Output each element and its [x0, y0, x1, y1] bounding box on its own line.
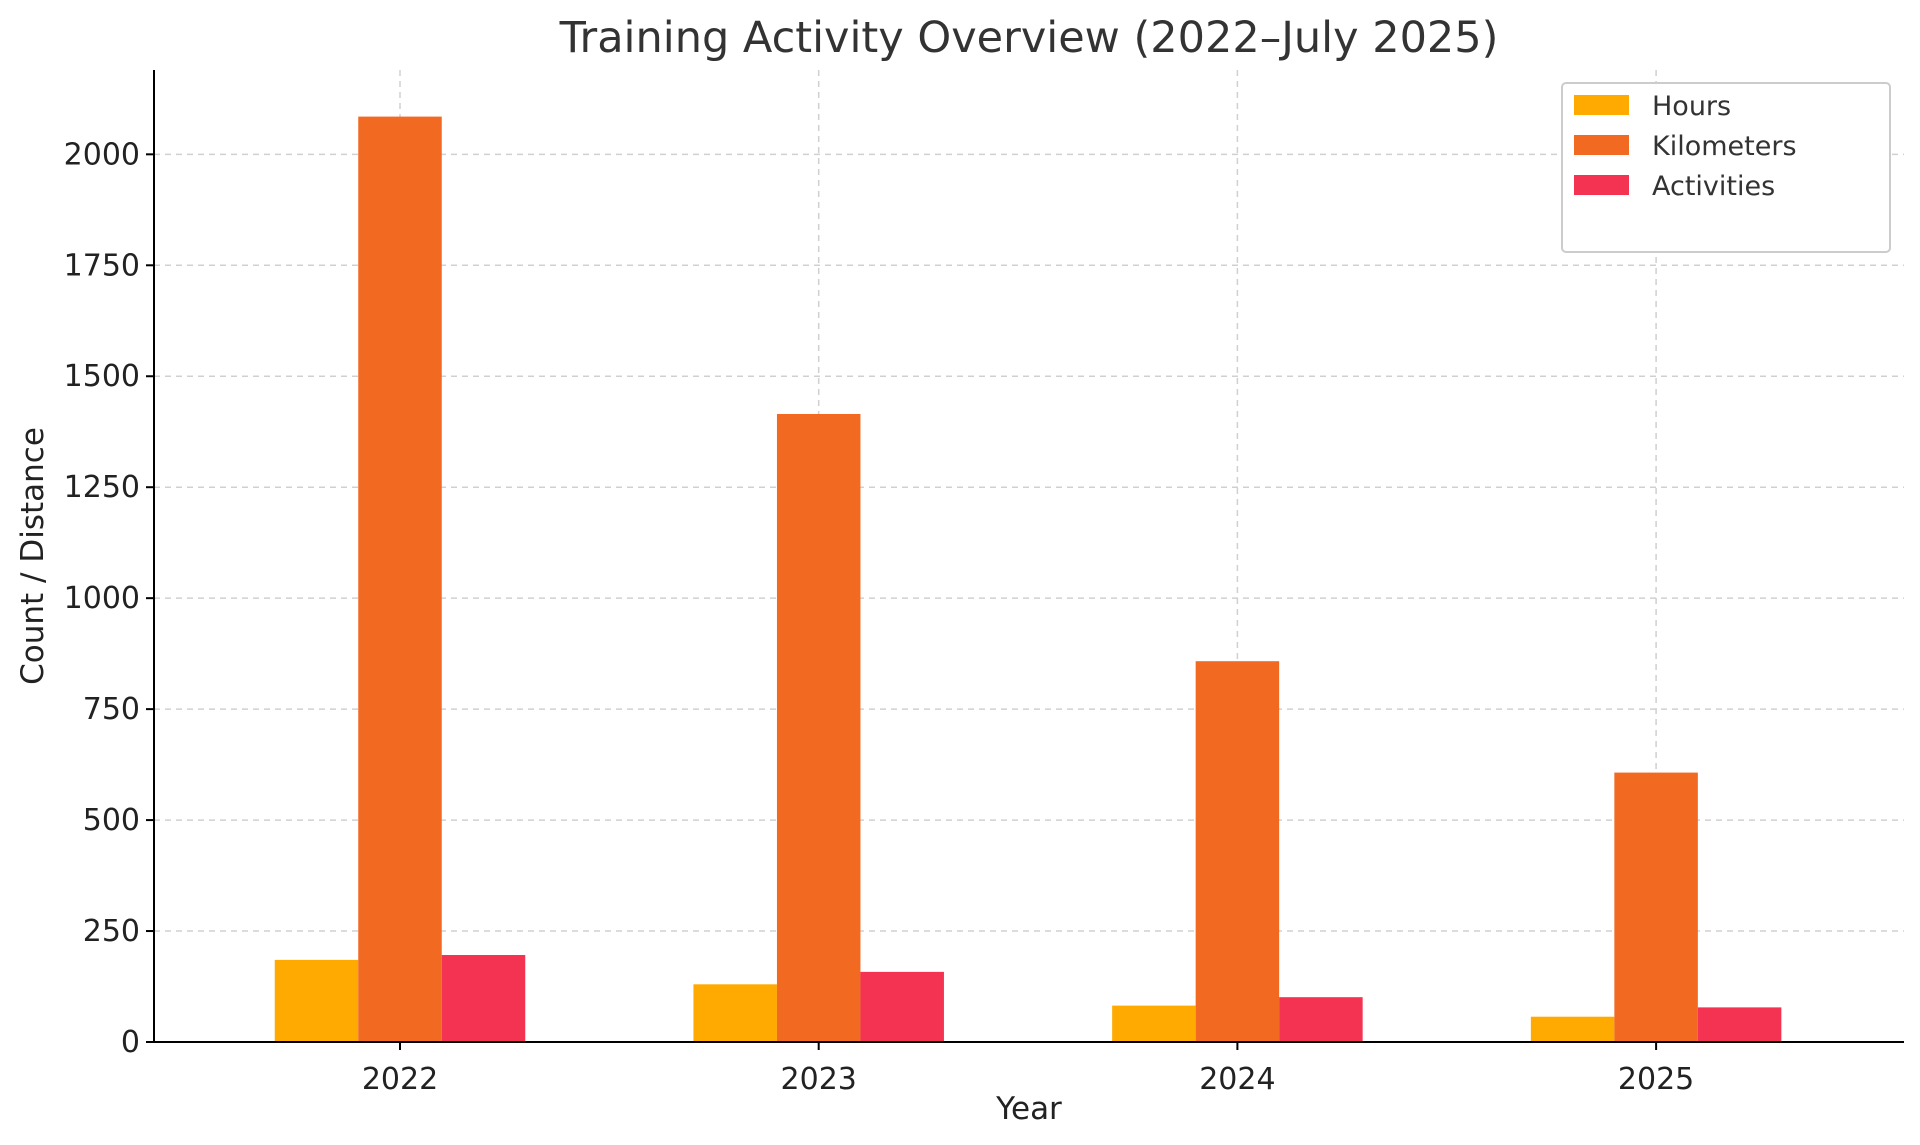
legend-label-hours: Hours — [1652, 91, 1731, 122]
y-tick-label: 1250 — [64, 470, 140, 505]
y-tick-label: 250 — [83, 914, 140, 949]
y-tick-label: 2000 — [64, 137, 140, 172]
bar-hours-2025 — [1530, 1016, 1615, 1042]
legend-label-activities: Activities — [1652, 171, 1775, 202]
legend-swatch-activities — [1574, 175, 1629, 195]
legend-swatch-hours — [1574, 95, 1629, 115]
chart-title: Training Activity Overview (2022–July 20… — [559, 13, 1499, 63]
y-tick-label: 0 — [121, 1025, 140, 1060]
y-tick-label: 1000 — [64, 581, 140, 616]
legend-label-kilometers: Kilometers — [1652, 131, 1797, 162]
bars — [274, 116, 1782, 1043]
bar-hours-2024 — [1112, 1005, 1196, 1042]
bar-activities-2023 — [860, 971, 944, 1042]
y-tick-label: 1500 — [64, 359, 140, 394]
x-tick-label: 2023 — [781, 1062, 857, 1097]
x-ticks: 2022 2023 2024 2025 — [362, 1042, 1694, 1097]
legend: Hours Kilometers Activities — [1561, 82, 1891, 253]
y-axis-label: Count / Distance — [15, 427, 51, 685]
bar-activities-2022 — [441, 955, 526, 1042]
y-tick-label: 1750 — [64, 248, 140, 283]
x-axis-label: Year — [995, 1091, 1062, 1127]
legend-box — [1561, 82, 1891, 253]
bar-activities-2024 — [1279, 997, 1363, 1042]
bar-hours-2022 — [274, 959, 359, 1042]
y-ticks: 0 250 500 750 1000 1250 1500 1750 2000 — [64, 137, 154, 1060]
x-tick-label: 2022 — [362, 1062, 438, 1097]
x-tick-label: 2024 — [1199, 1062, 1275, 1097]
bar-activities-2025 — [1697, 1007, 1782, 1042]
bar-kilometers-2023 — [776, 413, 861, 1042]
legend-swatch-kilometers — [1574, 135, 1629, 155]
bar-kilometers-2022 — [358, 116, 442, 1043]
bar-hours-2023 — [693, 984, 777, 1042]
x-tick-label: 2025 — [1618, 1062, 1694, 1097]
bar-kilometers-2025 — [1614, 772, 1698, 1042]
y-tick-label: 750 — [83, 692, 140, 727]
bar-kilometers-2024 — [1195, 661, 1280, 1042]
y-tick-label: 500 — [83, 803, 140, 838]
